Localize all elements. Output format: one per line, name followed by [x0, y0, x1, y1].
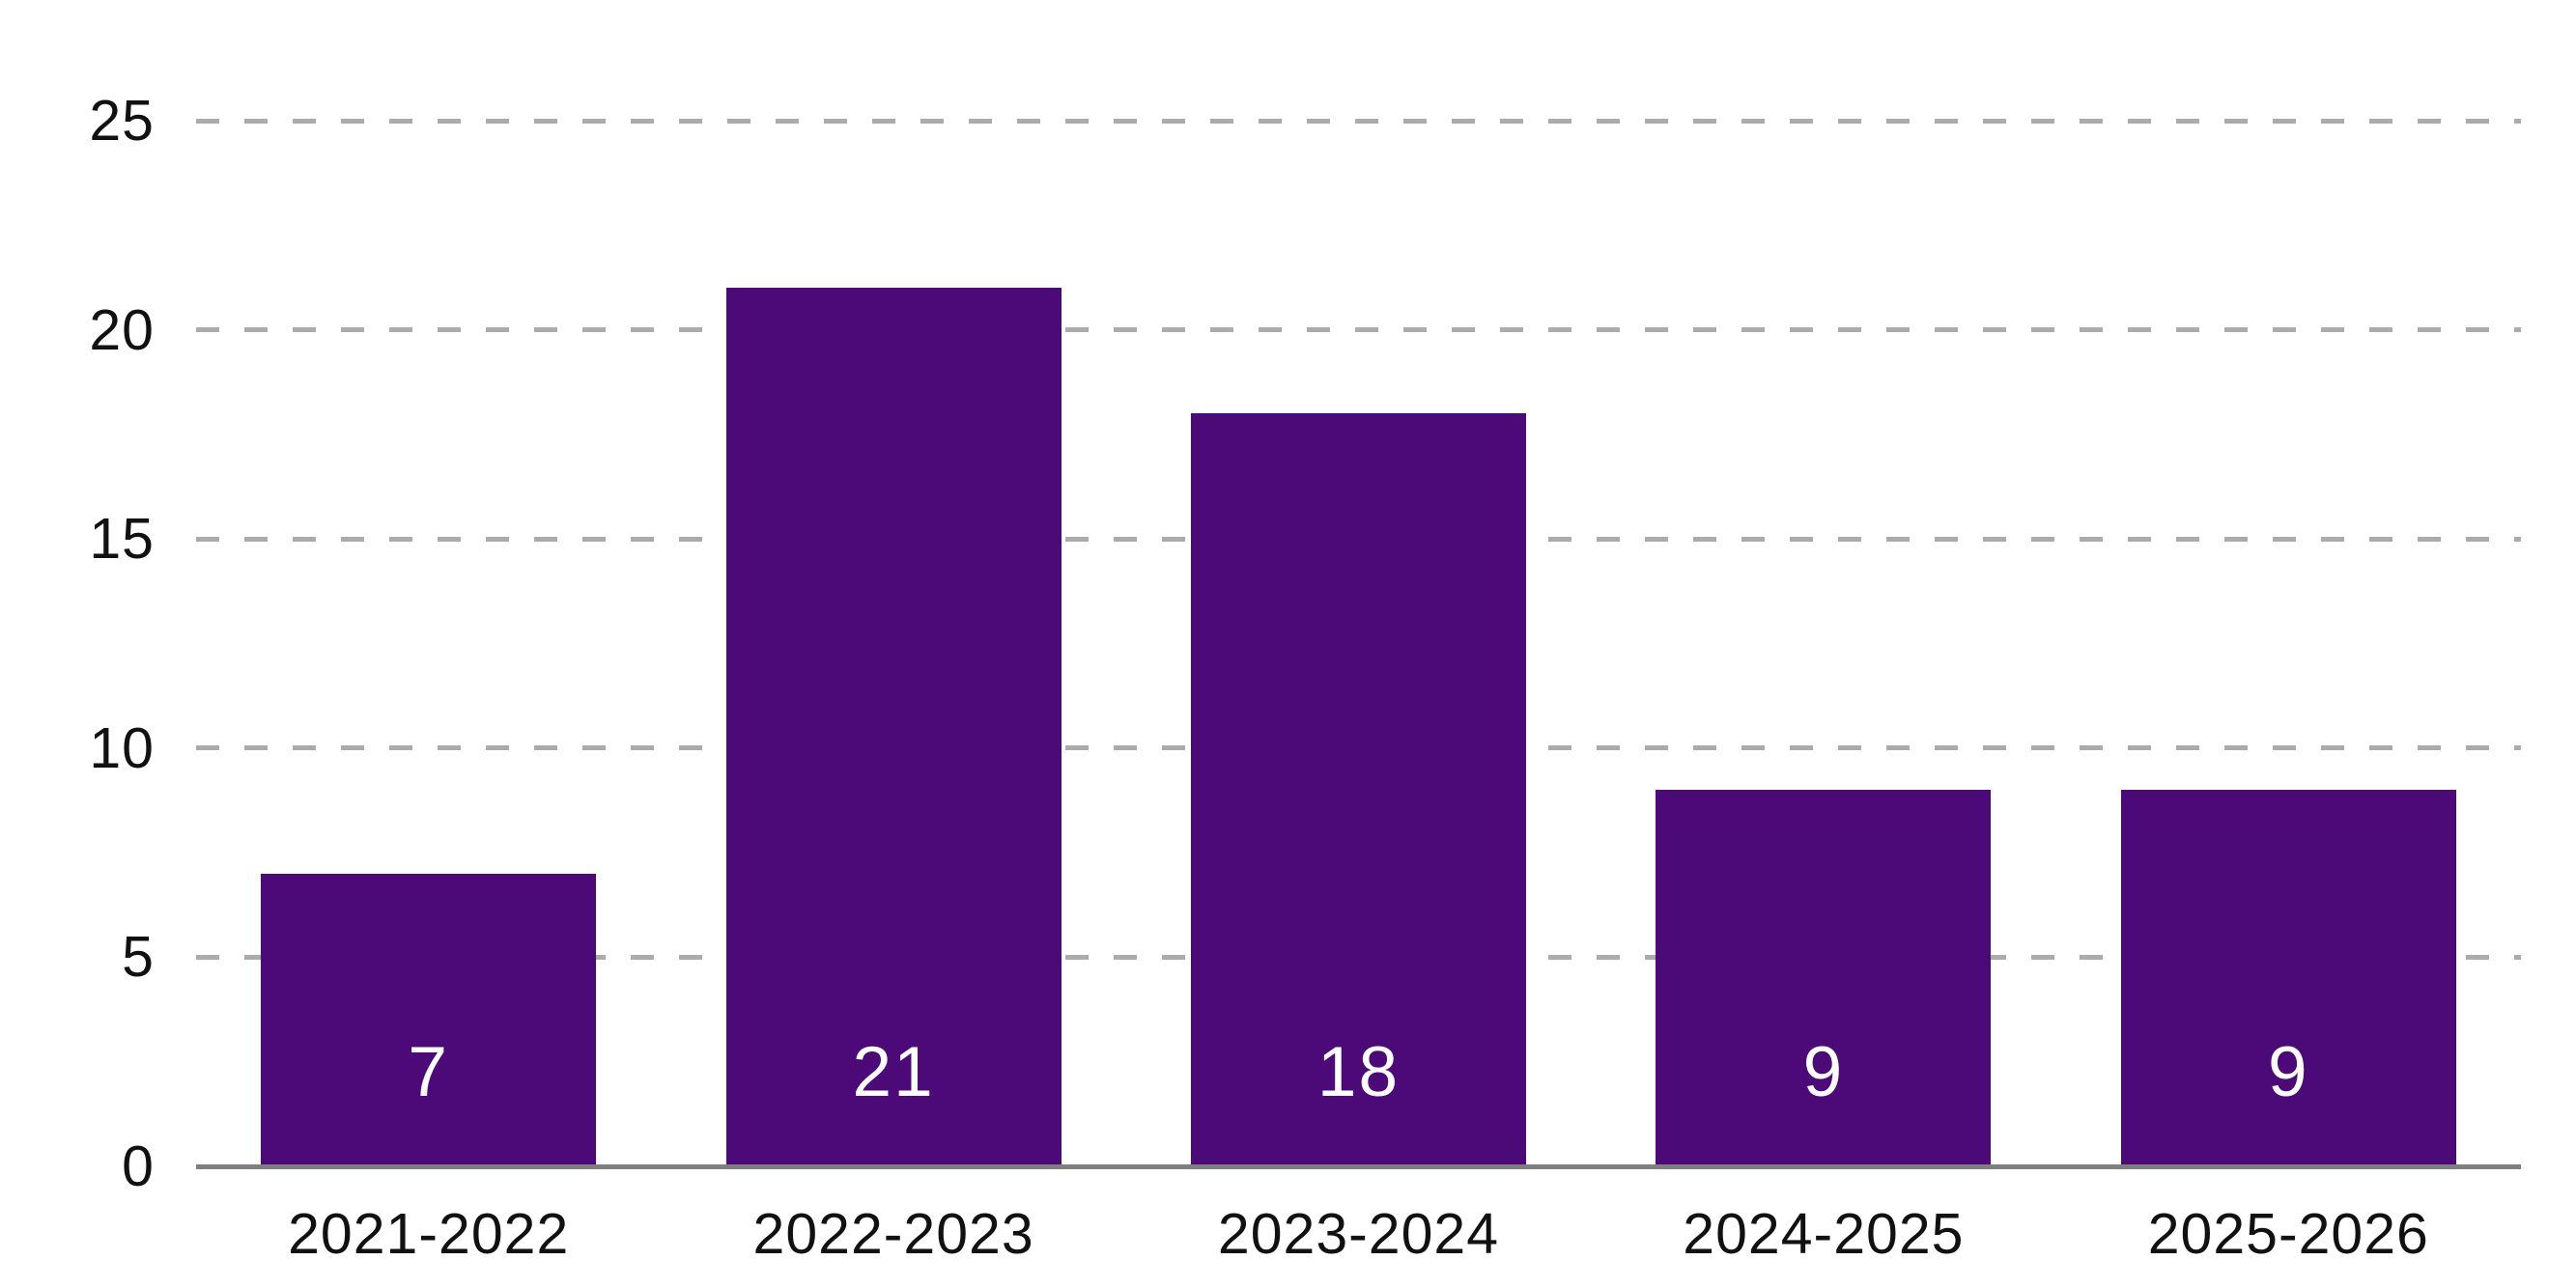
gridline: [196, 327, 2521, 333]
x-axis-line: [196, 1163, 2521, 1169]
bar-value-label: 7: [408, 1032, 449, 1111]
bar-value-label: 9: [1802, 1032, 1845, 1111]
bar: 9: [1656, 790, 1992, 1166]
y-tick-label: 10: [89, 715, 155, 780]
x-tick-label: 2024-2025: [1683, 1202, 1965, 1266]
x-tick-label: 2021-2022: [288, 1202, 570, 1266]
y-tick-label: 0: [122, 1134, 155, 1198]
bar-value-label: 21: [852, 1032, 935, 1111]
gridline: [196, 118, 2521, 124]
y-tick-label: 25: [89, 89, 155, 153]
x-tick-label: 2023-2024: [1217, 1202, 1500, 1266]
y-tick-label: 20: [89, 297, 155, 362]
bar: 9: [2120, 790, 2456, 1166]
bar: 7: [261, 873, 597, 1166]
bar-value-label: 9: [2267, 1032, 2309, 1111]
x-tick-label: 2022-2023: [752, 1202, 1034, 1266]
y-tick-label: 5: [122, 925, 155, 990]
y-tick-label: 15: [89, 507, 155, 572]
bar: 21: [725, 288, 1062, 1166]
bar: 18: [1191, 413, 1526, 1166]
bar-value-label: 18: [1316, 1032, 1401, 1111]
x-tick-label: 2025-2026: [2147, 1202, 2429, 1266]
